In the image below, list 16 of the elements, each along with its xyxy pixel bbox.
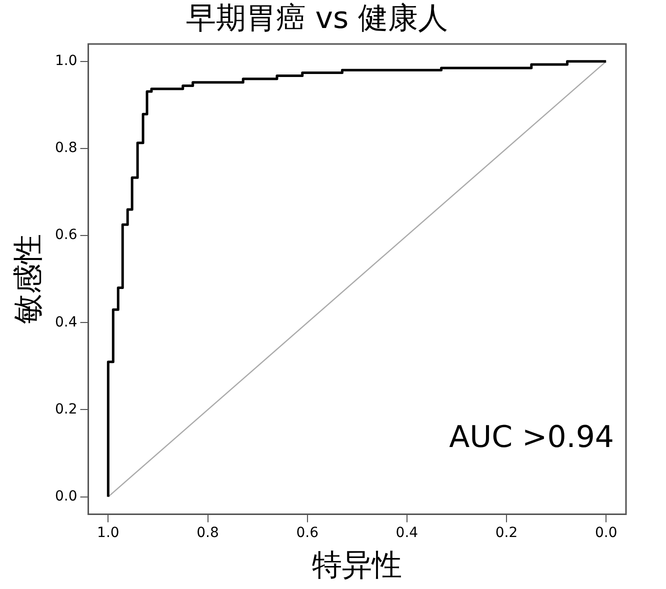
x-tick-label: 0.8 xyxy=(196,525,219,542)
y-tick-label: 1.0 xyxy=(55,53,78,70)
chart-title: 早期胃癌 vs 健康人 xyxy=(186,0,448,36)
x-axis-title: 特异性 xyxy=(312,548,402,583)
x-tick-label: 0.2 xyxy=(495,525,518,542)
x-tick-label: 0.0 xyxy=(594,525,618,542)
y-tick-label: 0.0 xyxy=(55,488,78,504)
x-tick-label: 1.0 xyxy=(97,525,120,542)
y-axis-title: 敏感性 xyxy=(10,234,46,324)
y-tick-label: 0.2 xyxy=(55,401,78,418)
x-tick-label: 0.6 xyxy=(296,525,319,542)
y-tick-label: 0.8 xyxy=(55,140,78,156)
y-tick-label: 0.6 xyxy=(55,227,78,244)
y-tick-label: 0.4 xyxy=(55,314,78,330)
x-tick-label: 0.4 xyxy=(396,525,418,542)
annotation: AUC >0.94 xyxy=(449,420,614,455)
